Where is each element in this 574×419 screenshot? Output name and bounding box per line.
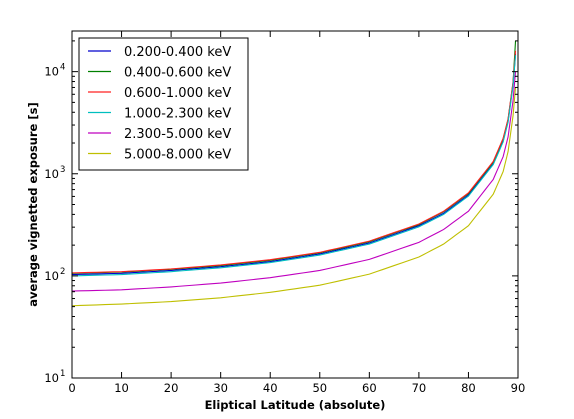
legend-box bbox=[78, 37, 249, 171]
legend-label-6: 5.000-8.000 keV bbox=[124, 148, 231, 163]
legend-label-5: 2.300-5.000 keV bbox=[124, 127, 231, 142]
x-tick-label: 30 bbox=[213, 381, 228, 395]
x-tick-label: 40 bbox=[263, 381, 278, 395]
series-line-3 bbox=[71, 50, 517, 274]
y-tick-exponent: 1 bbox=[60, 369, 65, 379]
y-tick-exponent: 4 bbox=[60, 63, 65, 73]
x-tick-label: 50 bbox=[312, 381, 327, 395]
legend-label-1: 0.200-0.400 keV bbox=[124, 45, 231, 60]
x-tick-label: 80 bbox=[461, 381, 476, 395]
y-tick-label: 10 bbox=[44, 167, 59, 181]
y-tick-exponent: 3 bbox=[60, 165, 65, 175]
y-axis-label: average vignetted exposure [s] bbox=[26, 102, 40, 306]
x-axis-label: Eliptical Latitude (absolute) bbox=[205, 398, 386, 412]
x-tick-label: 10 bbox=[114, 381, 129, 395]
x-tick-label: 0 bbox=[68, 381, 75, 395]
legend-label-3: 0.600-1.000 keV bbox=[124, 86, 231, 101]
series-line-4 bbox=[71, 55, 517, 277]
legend: 0.200-0.400 keV 0.400-0.600 keV 0.600-1.00… bbox=[78, 37, 249, 171]
plot-lines bbox=[71, 40, 517, 307]
x-tick-label: 70 bbox=[412, 381, 427, 395]
y-tick-exponent: 2 bbox=[60, 267, 65, 277]
x-tick-label: 60 bbox=[362, 381, 377, 395]
x-tick-label: 90 bbox=[511, 381, 526, 395]
x-tick-label: 20 bbox=[164, 381, 179, 395]
series-line-5 bbox=[71, 71, 517, 292]
legend-label-4: 1.000-2.300 keV bbox=[124, 107, 231, 122]
legend-label-2: 0.400-0.600 keV bbox=[124, 66, 231, 81]
y-tick-label: 10 bbox=[44, 65, 59, 79]
series-line-6 bbox=[71, 87, 517, 307]
y-tick-label: 10 bbox=[44, 269, 59, 283]
y-tick-label: 10 bbox=[44, 371, 59, 385]
